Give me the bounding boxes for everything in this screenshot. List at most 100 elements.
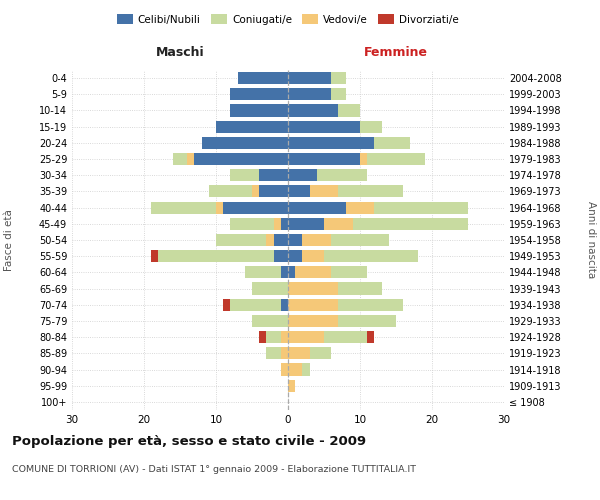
Bar <box>274 234 288 246</box>
Bar <box>281 218 288 230</box>
Bar <box>288 348 331 360</box>
Bar <box>288 202 374 213</box>
Bar <box>288 315 396 327</box>
Bar <box>288 218 353 230</box>
Bar <box>209 186 288 198</box>
Bar <box>266 331 288 343</box>
Bar <box>288 72 331 84</box>
Bar <box>158 250 288 262</box>
Text: Femmine: Femmine <box>364 46 428 59</box>
Bar <box>238 72 288 84</box>
Bar <box>281 364 288 376</box>
Bar <box>288 282 338 294</box>
Bar <box>252 186 288 198</box>
Bar <box>281 266 288 278</box>
Bar <box>288 72 346 84</box>
Bar <box>288 266 295 278</box>
Bar <box>288 88 331 101</box>
Bar <box>288 137 374 149</box>
Bar <box>238 72 288 84</box>
Bar <box>202 137 288 149</box>
Bar <box>288 331 367 343</box>
Bar <box>230 104 288 117</box>
Bar <box>288 186 310 198</box>
Bar <box>230 104 288 117</box>
Bar <box>288 120 360 132</box>
Bar <box>288 169 317 181</box>
Bar <box>281 298 288 311</box>
Bar <box>288 218 468 230</box>
Bar <box>288 380 295 392</box>
Bar <box>230 88 288 101</box>
Bar <box>288 104 338 117</box>
Bar <box>288 364 310 376</box>
Bar <box>151 202 288 213</box>
Bar <box>288 266 367 278</box>
Bar <box>266 234 288 246</box>
Bar <box>252 315 288 327</box>
Bar <box>281 348 288 360</box>
Bar <box>288 380 295 392</box>
Bar <box>288 169 367 181</box>
Bar <box>288 72 346 84</box>
Bar <box>288 250 418 262</box>
Bar <box>223 202 288 213</box>
Bar <box>288 137 374 149</box>
Bar <box>194 153 288 165</box>
Text: Popolazione per età, sesso e stato civile - 2009: Popolazione per età, sesso e stato civil… <box>12 435 366 448</box>
Bar <box>288 137 410 149</box>
Bar <box>173 153 288 165</box>
Bar <box>288 153 425 165</box>
Bar <box>288 234 389 246</box>
Bar <box>216 120 288 132</box>
Bar <box>288 153 367 165</box>
Bar <box>281 331 288 343</box>
Bar <box>288 331 374 343</box>
Bar <box>238 72 288 84</box>
Bar <box>274 218 288 230</box>
Bar <box>288 202 468 213</box>
Bar <box>288 315 396 327</box>
Text: Maschi: Maschi <box>155 46 205 59</box>
Bar <box>288 186 338 198</box>
Bar <box>202 137 288 149</box>
Bar <box>288 282 382 294</box>
Bar <box>209 186 288 198</box>
Bar <box>288 104 360 117</box>
Bar <box>288 364 302 376</box>
Bar <box>288 348 310 360</box>
Bar <box>288 153 425 165</box>
Bar <box>230 298 288 311</box>
Bar <box>230 169 288 181</box>
Bar <box>288 186 403 198</box>
Bar <box>230 88 288 101</box>
Bar <box>281 298 288 311</box>
Bar <box>266 348 288 360</box>
Bar <box>288 202 346 213</box>
Bar <box>230 88 288 101</box>
Bar <box>288 153 360 165</box>
Bar <box>288 120 382 132</box>
Bar <box>230 169 288 181</box>
Bar <box>238 72 288 84</box>
Bar <box>288 234 389 246</box>
Bar <box>288 298 403 311</box>
Bar <box>230 88 288 101</box>
Bar <box>288 266 367 278</box>
Bar <box>230 218 288 230</box>
Bar <box>151 250 288 262</box>
Bar <box>274 250 288 262</box>
Bar <box>288 282 382 294</box>
Bar <box>288 315 338 327</box>
Bar <box>252 282 288 294</box>
Text: COMUNE DI TORRIONI (AV) - Dati ISTAT 1° gennaio 2009 - Elaborazione TUTTITALIA.I: COMUNE DI TORRIONI (AV) - Dati ISTAT 1° … <box>12 465 416 474</box>
Bar <box>288 88 346 101</box>
Bar <box>288 120 360 132</box>
Bar <box>288 250 418 262</box>
Bar <box>288 72 331 84</box>
Bar <box>230 104 288 117</box>
Bar <box>202 137 288 149</box>
Bar <box>230 218 288 230</box>
Bar <box>259 169 288 181</box>
Bar <box>288 120 382 132</box>
